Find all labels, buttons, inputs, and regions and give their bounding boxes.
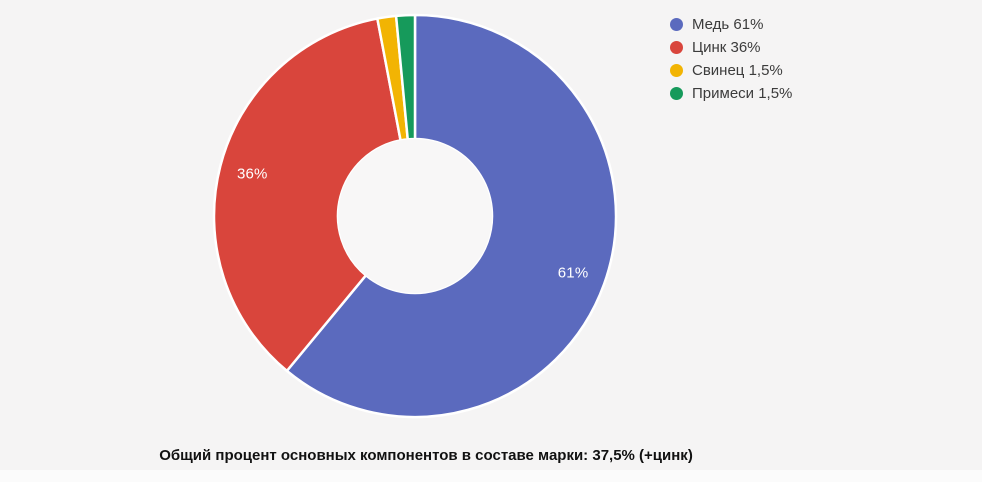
legend-swatch-lead-icon [670,64,683,77]
legend-item-copper[interactable]: Медь 61% [670,13,792,36]
slice-value-label-1: 36% [236,165,268,183]
slice-value-label-0: 61% [557,264,589,282]
legend-label-copper: Медь 61% [692,16,764,33]
legend-label-impurities: Примеси 1,5% [692,85,793,102]
legend-item-zinc[interactable]: Цинк 36% [670,36,792,59]
legend-label-lead: Свинец 1,5% [692,62,783,79]
chart-legend: Медь 61% Цинк 36% Свинец 1,5% Примеси 1,… [670,13,792,105]
legend-label-zinc: Цинк 36% [692,39,761,56]
legend-swatch-copper-icon [670,18,683,31]
chart-caption: Общий процент основных компонентов в сос… [159,447,693,464]
bottom-strip [0,470,982,482]
legend-swatch-zinc-icon [670,41,683,54]
legend-item-lead[interactable]: Свинец 1,5% [670,59,792,82]
donut-hole [338,139,492,293]
legend-item-impurities[interactable]: Примеси 1,5% [670,82,792,105]
legend-swatch-impurities-icon [670,87,683,100]
